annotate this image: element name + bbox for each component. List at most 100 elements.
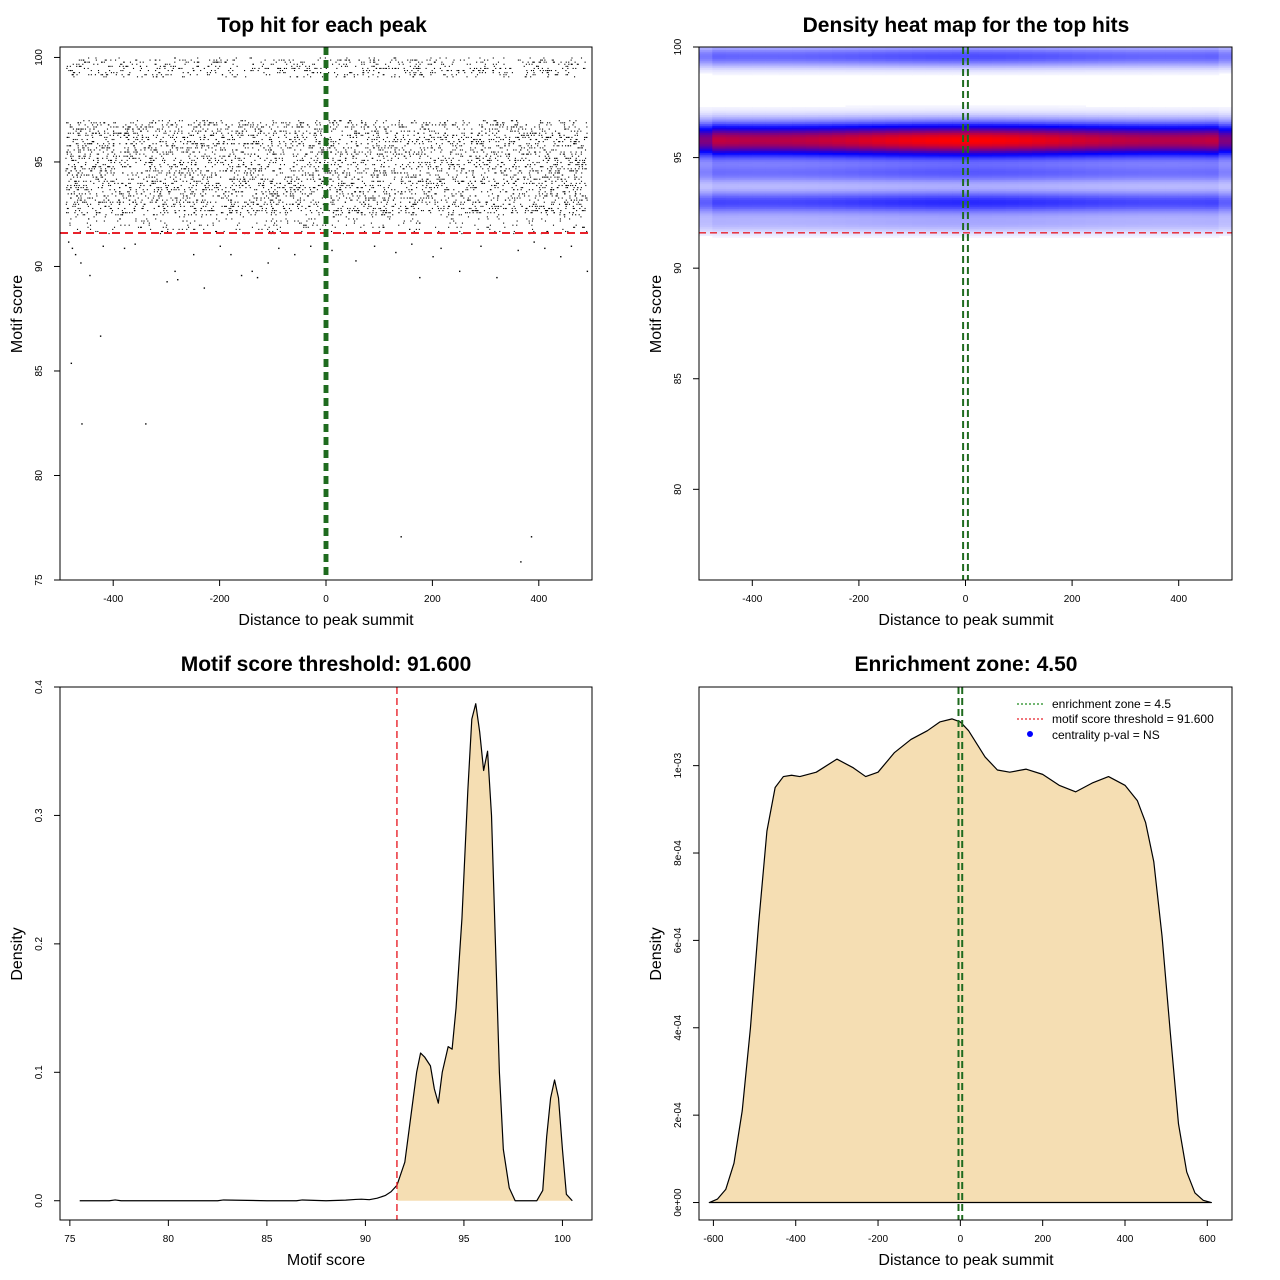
scatter-point — [517, 59, 519, 61]
scatter-point — [574, 141, 576, 143]
scatter-point — [571, 170, 573, 172]
scatter-point — [577, 147, 579, 149]
scatter-point — [532, 61, 534, 63]
scatter-point — [388, 166, 390, 168]
scatter-point — [94, 74, 96, 76]
scatter-point — [356, 212, 358, 214]
scatter-point — [226, 197, 228, 199]
scatter-point — [257, 174, 259, 176]
scatter-point — [78, 184, 80, 187]
scatter-point — [384, 212, 387, 214]
scatter-point — [410, 214, 412, 216]
scatter-point — [542, 147, 544, 149]
scatter-point — [467, 197, 469, 199]
scatter-point — [557, 207, 559, 210]
scatter-point — [67, 172, 70, 174]
scatter-point — [371, 141, 373, 143]
scatter-point — [574, 159, 577, 161]
scatter-point — [398, 124, 400, 126]
scatter-point — [229, 178, 231, 180]
scatter-point — [357, 178, 359, 180]
scatter-point — [292, 170, 294, 172]
scatter-point — [155, 59, 157, 61]
scatter-point — [310, 157, 312, 159]
scatter-point — [66, 201, 68, 203]
scatter-point — [238, 132, 240, 134]
scatter-point — [551, 193, 553, 195]
scatter-point — [507, 197, 509, 199]
scatter-point — [553, 212, 555, 214]
scatter-point — [308, 67, 310, 70]
scatter-point — [417, 132, 420, 134]
scatter-point — [578, 147, 580, 149]
scatter-point — [135, 203, 137, 205]
scatter-point — [439, 170, 441, 172]
scatter-point — [121, 159, 123, 161]
scatter-point — [214, 124, 216, 126]
scatter-point — [127, 132, 129, 134]
scatter-point — [292, 59, 294, 61]
scatter-point — [582, 161, 584, 164]
scatter-point — [543, 201, 545, 203]
scatter-point — [72, 205, 74, 207]
scatter-point — [575, 120, 577, 122]
scatter-point — [113, 172, 115, 174]
scatter-point — [298, 120, 300, 122]
scatter-point — [209, 210, 211, 212]
scatter-point — [548, 155, 550, 157]
scatter-point — [382, 74, 384, 76]
scatter-point — [128, 193, 130, 195]
scatter-point — [492, 168, 494, 170]
scatter-point — [424, 128, 426, 130]
scatter-point — [516, 212, 518, 214]
scatter-point — [472, 174, 474, 176]
scatter-point — [309, 193, 311, 195]
scatter-point — [110, 172, 112, 174]
scatter-point — [537, 170, 539, 172]
scatter-point — [423, 136, 425, 138]
scatter-point — [138, 176, 140, 178]
scatter-point — [367, 126, 369, 128]
scatter-point — [560, 151, 562, 153]
scatter-point — [393, 178, 395, 180]
scatter-point — [437, 187, 439, 189]
scatter-point — [392, 199, 394, 201]
scatter-point — [84, 193, 86, 195]
scatter-point — [179, 59, 181, 61]
scatter-point — [505, 174, 507, 176]
scatter-point — [539, 122, 542, 124]
scatter-point — [163, 153, 165, 155]
scatter-point — [273, 201, 275, 203]
scatter-point — [316, 124, 318, 126]
scatter-point — [252, 122, 254, 124]
scatter-point — [463, 59, 465, 61]
scatter-point — [383, 187, 385, 189]
scatter-point — [239, 157, 241, 159]
scatter-point — [400, 210, 402, 212]
scatter-point — [417, 138, 419, 141]
scatter-point — [318, 174, 320, 176]
scatter-point — [546, 136, 548, 138]
scatter-point — [429, 59, 431, 61]
scatter-point — [330, 151, 333, 153]
scatter-point — [458, 182, 461, 184]
scatter-point — [551, 201, 553, 203]
scatter-point — [137, 138, 139, 141]
scatter-point — [301, 166, 303, 168]
scatter-point — [565, 65, 567, 67]
scatter-point — [168, 126, 170, 128]
scatter-point — [76, 184, 78, 187]
scatter-point — [255, 141, 257, 143]
scatter-point — [500, 124, 502, 126]
scatter-point — [201, 182, 203, 184]
scatter-point — [391, 205, 393, 207]
scatter-point — [186, 149, 188, 151]
scatter-point — [65, 168, 67, 170]
scatter-point — [440, 164, 442, 166]
scatter-point — [471, 170, 473, 172]
scatter-point — [78, 124, 80, 126]
scatter-point — [475, 166, 477, 168]
scatter-point — [88, 157, 90, 159]
scatter-point — [255, 143, 257, 145]
scatter-point — [470, 155, 472, 157]
